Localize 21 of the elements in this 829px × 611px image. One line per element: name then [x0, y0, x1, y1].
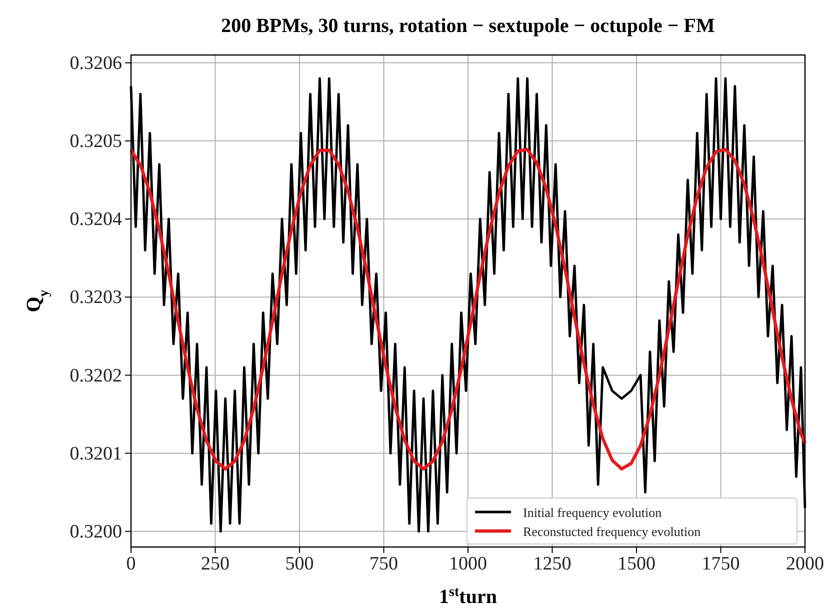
x-tick-label: 0 [126, 553, 136, 574]
chart-title: 200 BPMs, 30 turns, rotation − sextupole − octupole − FM [221, 15, 716, 37]
x-tick-label: 1500 [618, 553, 656, 574]
y-tick-label: 0.3200 [70, 521, 122, 542]
x-tick-label: 750 [370, 553, 398, 574]
x-tick-label: 1250 [533, 553, 572, 574]
y-tick-label: 0.3205 [70, 130, 122, 152]
y-tick-label: 0.3203 [70, 287, 122, 308]
x-tick-label: 1000 [449, 553, 487, 574]
legend-label: Initial frequency evolution [523, 505, 662, 520]
legend-label: Reconstucted frequency evolution [523, 524, 702, 539]
y-tick-label: 0.3201 [70, 443, 122, 464]
x-tick-label: 2000 [786, 553, 824, 574]
x-tick-label: 250 [201, 553, 230, 574]
x-axis-title: 1$^{st}$turn [439, 584, 497, 608]
y-tick-label: 0.3202 [70, 365, 122, 386]
x-tick-label: 1750 [702, 553, 740, 574]
y-tick-label: 0.3206 [70, 52, 122, 74]
line-series [129, 148, 807, 471]
y-tick-label: 0.3204 [70, 209, 122, 230]
x-tick-label: 500 [285, 553, 314, 574]
